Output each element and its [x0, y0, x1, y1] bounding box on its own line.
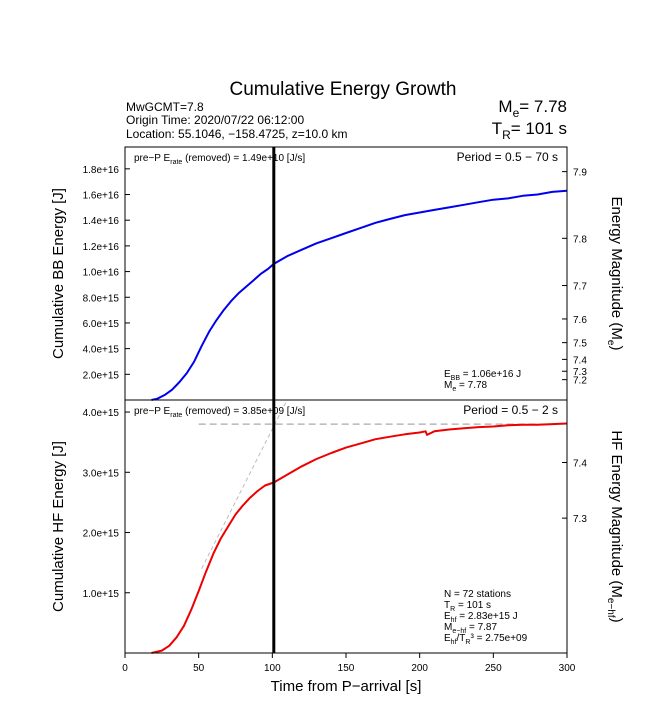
header-magnitude: Me= 7.78: [498, 97, 567, 120]
y-tick-label: 3.0e+15: [83, 468, 120, 479]
x-tick-label: 300: [559, 663, 576, 674]
x-tick-label: 0: [122, 663, 128, 674]
y-tick-label: 4.0e+15: [83, 408, 120, 419]
y-tick-label: 1.6e+16: [83, 191, 120, 202]
panel-note: Ehf/TR³ = 2.75e+09: [444, 633, 528, 646]
header-line-3: Location: 55.1046, −158.4725, z=10.0 km: [126, 127, 348, 141]
y-tick-label: 1.4e+16: [83, 216, 120, 227]
y2-axis-label: HF Energy Magnitude (Me−hf): [605, 430, 625, 622]
x-tick-label: 250: [485, 663, 502, 674]
y-tick-label: 1.2e+16: [83, 242, 120, 253]
panel-note: EBB = 1.06e+16 J: [444, 369, 521, 382]
y-tick-label: 1.0e+15: [83, 589, 120, 600]
y-tick-label: 2.0e+15: [83, 529, 120, 540]
magnitude-tick-label: 7.4: [573, 459, 587, 470]
panel-note: Ehf = 2.83e+15 J: [444, 611, 518, 624]
header-line-2: Origin Time: 2020/07/22 06:12:00: [126, 113, 304, 127]
panel-note: TR = 101 s: [444, 600, 491, 613]
magnitude-tick-label: 7.4: [573, 355, 587, 366]
x-tick-label: 150: [338, 663, 355, 674]
figure-title: Cumulative Energy Growth: [229, 79, 456, 100]
y-tick-label: 4.0e+15: [83, 345, 120, 356]
panel-note: Me−hf = 7.87: [444, 622, 497, 635]
x-tick-label: 100: [264, 663, 281, 674]
y-tick-label: 8.0e+15: [83, 293, 120, 304]
y-tick-label: 2.0e+15: [83, 370, 120, 381]
period-label: Period = 0.5 − 2 s: [463, 403, 558, 417]
y-axis-label: Cumulative HF Energy [J]: [50, 441, 67, 612]
panel-note: Me = 7.78: [444, 380, 488, 393]
magnitude-tick-label: 7.8: [573, 234, 587, 245]
series-line-hf: [151, 422, 568, 654]
y-tick-label: 1.8e+16: [83, 165, 120, 176]
pre-p-rate-label: pre−P Erate (removed) = 3.85e+09 [J/s]: [134, 406, 305, 419]
header-rupture-time: TR= 101 s: [492, 119, 567, 142]
magnitude-tick-label: 7.3: [573, 514, 587, 525]
x-tick-label: 200: [411, 663, 428, 674]
magnitude-tick-label: 7.5: [573, 339, 587, 350]
magnitude-tick-label: 7.7: [573, 282, 587, 293]
panel-note: N = 72 stations: [444, 589, 511, 600]
magnitude-tick-label: 7.9: [573, 168, 587, 179]
magnitude-tick-label: 7.2: [573, 376, 587, 387]
period-label: Period = 0.5 − 70 s: [457, 150, 558, 164]
y-tick-label: 6.0e+15: [83, 319, 120, 330]
panel-frame: [124, 146, 568, 401]
x-tick-label: 50: [193, 663, 205, 674]
y-tick-label: 1.0e+16: [83, 268, 120, 279]
header-line-1: MwGCMT=7.8: [126, 100, 204, 114]
magnitude-tick-label: 7.3: [573, 367, 587, 378]
y2-axis-label: Energy Magnitude (Me): [605, 197, 625, 351]
magnitude-tick-label: 7.6: [573, 315, 587, 326]
y-axis-label: Cumulative BB Energy [J]: [50, 188, 67, 359]
series-line-bb: [151, 189, 568, 401]
pre-p-rate-label: pre−P Erate (removed) = 1.49e+10 [J/s]: [134, 153, 305, 166]
x-axis-label: Time from P−arrival [s]: [271, 678, 422, 695]
